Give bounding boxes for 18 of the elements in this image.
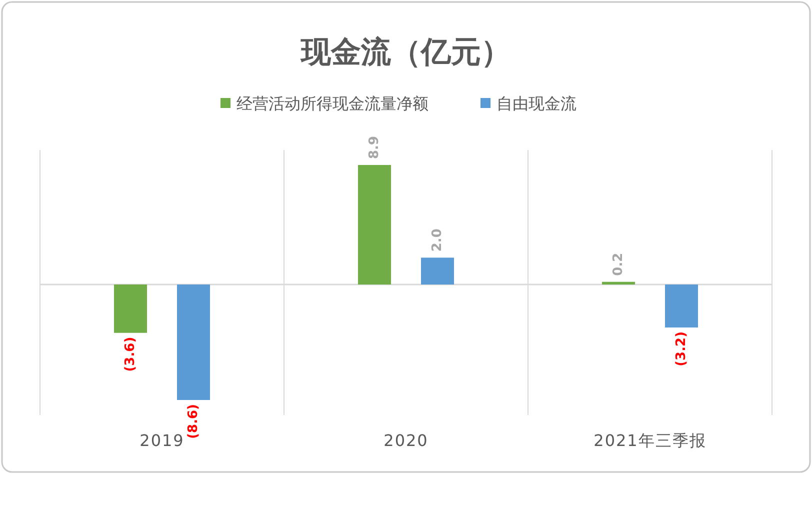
bar [358, 165, 391, 285]
data-label: (3.2) [674, 331, 689, 366]
bar [602, 282, 635, 285]
data-label: (3.6) [123, 336, 138, 372]
bar [114, 284, 147, 333]
data-label: 8.9 [367, 136, 382, 159]
data-label: (8.6) [186, 404, 201, 439]
x-tick-label: 2021年三季报 [594, 431, 706, 450]
bar [421, 258, 454, 285]
legend-label: 经营活动所得现金流量净额 [236, 94, 428, 113]
data-label: 0.2 [611, 252, 626, 276]
x-tick-label: 2019 [140, 431, 184, 450]
x-tick-label: 2020 [384, 431, 428, 450]
data-label: 2.0 [430, 228, 445, 252]
chart-title: 现金流（亿元） [300, 35, 511, 70]
legend-label: 自由现金流 [496, 94, 576, 113]
bar [665, 284, 698, 328]
bar [177, 284, 210, 400]
